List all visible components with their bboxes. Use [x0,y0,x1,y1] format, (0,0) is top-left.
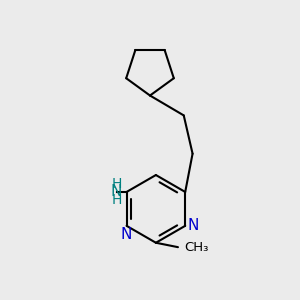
Text: N: N [188,218,199,233]
Text: N: N [121,227,132,242]
Text: N: N [111,184,122,200]
Text: CH₃: CH₃ [184,241,208,254]
Text: H: H [111,193,122,207]
Text: H: H [111,177,122,191]
